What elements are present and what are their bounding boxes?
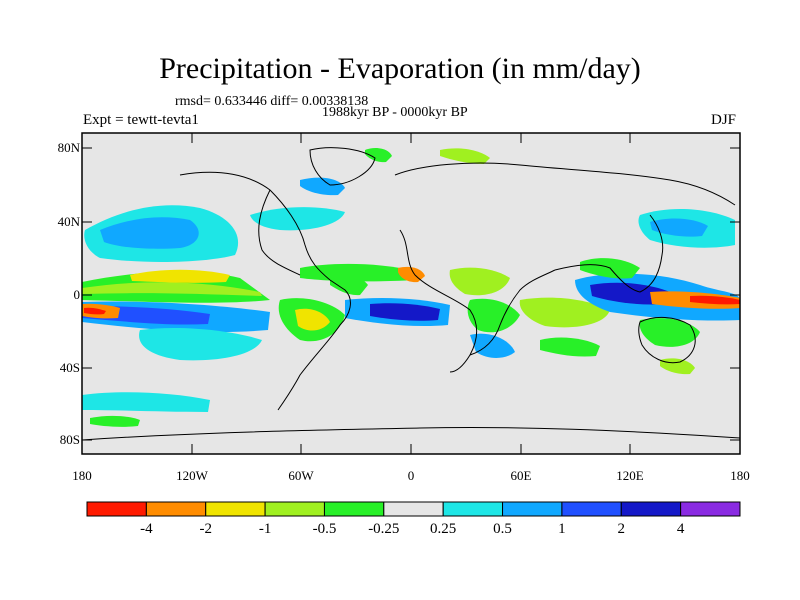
colorbar-label: -1 xyxy=(258,521,272,537)
field-arctic-green xyxy=(365,148,392,163)
field-pacific-yellow xyxy=(130,269,230,283)
lon-label-180w: 180 xyxy=(72,468,92,483)
colorbar xyxy=(86,501,741,517)
coastlines xyxy=(81,147,741,441)
field-westpac-darkblue xyxy=(590,282,670,305)
field-greenland-blue xyxy=(300,177,345,196)
lon-label-60w: 60W xyxy=(288,468,314,483)
lon-label-180e: 180 xyxy=(730,468,750,483)
colorbar-swatch xyxy=(442,501,504,517)
field-samerica-yellow xyxy=(295,308,330,331)
colorbar-swatch xyxy=(205,501,266,517)
field-nwpac-blue xyxy=(650,218,708,237)
field-australia-green xyxy=(639,318,700,347)
coast-americas xyxy=(179,171,351,411)
coast-antarctica xyxy=(81,426,741,441)
colorbar-swatch xyxy=(383,501,444,517)
anomaly-fields xyxy=(82,148,740,427)
field-itcz-pacific-inner xyxy=(82,282,262,296)
field-north-atlantic-cyan xyxy=(250,207,345,231)
field-atlantic-itcz xyxy=(300,263,420,282)
field-eafrica-green xyxy=(467,298,520,333)
field-southern-ocean-green xyxy=(90,415,140,427)
coast-eurasia-north xyxy=(394,162,736,206)
coast-greenland xyxy=(309,147,376,186)
colorbar-swatch xyxy=(264,501,325,517)
lon-label-0: 0 xyxy=(407,468,415,483)
field-westpac-dry-core xyxy=(690,295,740,305)
colorbar-label: 0.25 xyxy=(430,521,457,537)
colorbar-label: -4 xyxy=(140,521,153,537)
colorbar-label: 1 xyxy=(558,521,566,537)
stats-text: rmsd= 0.633446 diff= 0.00338138 xyxy=(175,94,369,109)
field-africa-green xyxy=(449,267,510,296)
colorbar-label: -0.5 xyxy=(312,521,337,537)
field-indian-south-green xyxy=(540,337,600,357)
colorbar-swatch xyxy=(680,501,741,517)
colorbar-swatch xyxy=(502,501,563,517)
lat-label-80n: 80N xyxy=(57,140,80,155)
colorbar-swatch xyxy=(145,501,207,517)
map-title: Precipitation - Evaporation (in mm/day) xyxy=(159,52,641,85)
coast-africa-east xyxy=(469,269,556,356)
lat-label-40n: 40N xyxy=(57,214,80,229)
lat-label-0: 0 xyxy=(73,287,81,302)
field-eq-atlantic-darkblue xyxy=(370,303,440,321)
coast-australia xyxy=(638,317,696,364)
colorbar-swatch xyxy=(620,501,682,517)
coast-north-america xyxy=(258,189,301,276)
colorbar-label: -0.25 xyxy=(368,521,400,537)
colorbar-swatch xyxy=(323,501,385,517)
coast-africa-west xyxy=(399,229,478,373)
axis-ticks xyxy=(82,133,740,454)
field-safrica-blue xyxy=(470,333,515,358)
lon-label-120e: 120E xyxy=(616,468,644,483)
coast-south-asia xyxy=(554,214,664,293)
field-sp-cyan xyxy=(139,328,262,361)
field-indian-green xyxy=(519,297,610,328)
field-dry-pacific-core xyxy=(84,307,106,315)
colorbar-label: 0.5 xyxy=(493,521,512,537)
field-north-pacific-blue xyxy=(100,217,199,249)
colorbar-swatch xyxy=(86,501,147,517)
experiment-label: Expt = tewtt-tevta1 xyxy=(83,112,199,128)
lat-label-80s: 80S xyxy=(59,432,80,447)
field-arctic-yellowgreen xyxy=(440,148,490,164)
lat-label-40s: 40S xyxy=(59,360,80,375)
period-text: 1988kyr BP - 0000kyr BP xyxy=(322,105,468,120)
colorbar-label: -2 xyxy=(199,521,212,537)
colorbar-label: 4 xyxy=(676,521,685,537)
field-southern-ocean-cyan xyxy=(82,392,210,412)
season-label: DJF xyxy=(711,112,737,128)
lon-label-120w: 120W xyxy=(176,468,208,483)
lon-label-60e: 60E xyxy=(510,468,532,483)
colorbar-swatch xyxy=(561,501,622,517)
colorbar-label: 2 xyxy=(617,521,626,537)
